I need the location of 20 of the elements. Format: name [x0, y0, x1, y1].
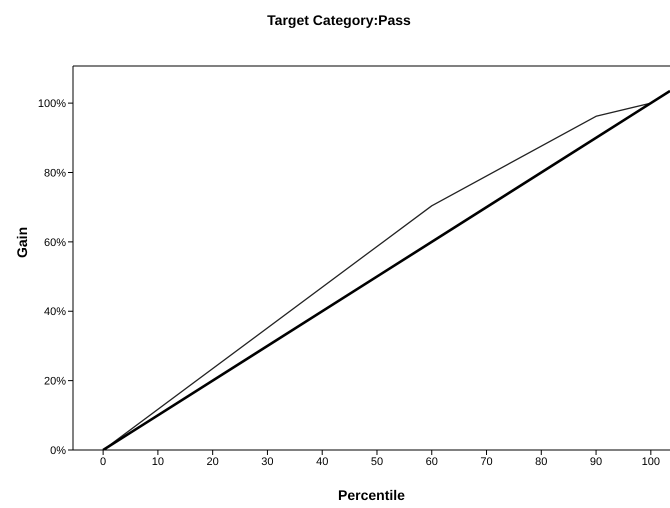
x-tick-label: 90: [590, 456, 602, 468]
x-tick-label: 50: [370, 456, 384, 468]
y-tick-label: 0%: [50, 444, 66, 457]
chart-title: Target Category:Pass: [266, 12, 412, 28]
x-tick-label: 40: [316, 456, 328, 468]
y-tick-label: 60%: [44, 236, 66, 249]
x-tick-label: 10: [152, 456, 164, 468]
x-tick-label: 60: [426, 456, 438, 468]
y-tick-label: 20%: [44, 376, 66, 388]
y-tick-label: 80%: [44, 167, 66, 180]
x-axis-title: Percentile: [338, 487, 406, 503]
x-tick-label: 100: [642, 456, 660, 468]
x-tick-label: 20: [206, 456, 219, 468]
x-tick-label: 80: [535, 456, 548, 468]
y-tick-label: 40%: [44, 306, 66, 318]
y-tick-label: 100%: [38, 98, 66, 110]
x-tick-label: 0: [100, 456, 106, 468]
x-tick-label: 70: [480, 456, 493, 468]
y-axis-title: Gain: [14, 226, 30, 258]
x-tick-label: 30: [261, 456, 274, 468]
